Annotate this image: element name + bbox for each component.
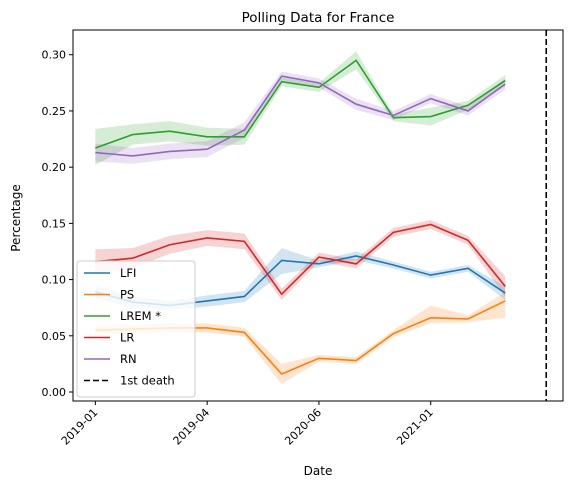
legend-label-lfi: LFI xyxy=(120,266,136,280)
y-tick-label: 0.20 xyxy=(42,161,67,174)
y-tick-label: 0.25 xyxy=(42,105,67,118)
legend-label-lrem: LREM * xyxy=(120,309,161,323)
line-lr xyxy=(95,223,506,296)
line-rn xyxy=(95,75,506,157)
band-lrem xyxy=(95,51,506,165)
y-axis-label: Percentage xyxy=(9,184,23,252)
x-tick-label: 2019-04 xyxy=(171,406,213,448)
y-tick-label: 0.15 xyxy=(42,217,67,230)
legend: LFI PS LREM * LR RN 1st death xyxy=(76,260,196,398)
y-tick-label: 0.30 xyxy=(42,49,67,62)
x-axis-ticks: 2019-01 2019-04 2020-06 2021-01 xyxy=(59,401,436,448)
legend-label-1st-death: 1st death xyxy=(120,374,175,388)
x-tick-label: 2019-01 xyxy=(59,406,101,448)
x-tick-label: 2021-01 xyxy=(394,406,436,448)
plot-frame xyxy=(72,29,564,402)
x-axis-label: Date xyxy=(304,464,333,478)
chart-title: Polling Data for France xyxy=(242,10,395,26)
legend-label-ps: PS xyxy=(120,288,134,302)
line-lrem xyxy=(95,59,506,149)
x-tick-label: 2020-06 xyxy=(282,406,324,448)
y-tick-label: 0.10 xyxy=(42,274,67,287)
y-axis-ticks: 0.00 0.05 0.10 0.15 0.20 0.25 0.30 xyxy=(42,49,73,399)
y-tick-label: 0.05 xyxy=(42,330,67,343)
y-tick-label: 0.00 xyxy=(42,386,67,399)
legend-label-lr: LR xyxy=(120,331,134,345)
legend-label-rn: RN xyxy=(120,352,137,366)
band-rn xyxy=(95,71,506,164)
